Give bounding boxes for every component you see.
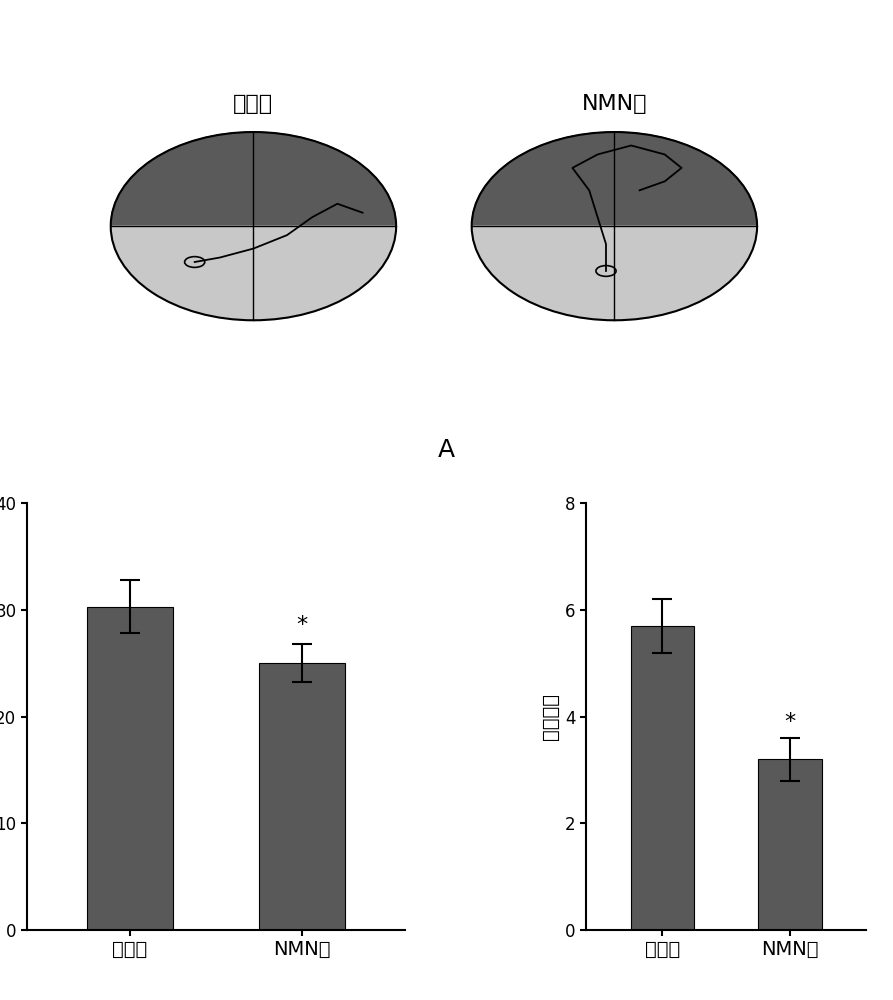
Text: 对照组: 对照组 <box>233 94 273 114</box>
Text: A: A <box>438 438 455 462</box>
Text: NMN组: NMN组 <box>581 94 647 114</box>
Polygon shape <box>111 226 396 320</box>
Bar <box>630 626 694 930</box>
Polygon shape <box>472 226 757 320</box>
Text: *: * <box>784 712 796 732</box>
Y-axis label: 路径长度: 路径长度 <box>540 693 559 740</box>
Polygon shape <box>472 132 757 226</box>
Polygon shape <box>111 132 396 226</box>
Bar <box>87 607 173 930</box>
Bar <box>259 663 345 930</box>
Text: *: * <box>296 615 307 635</box>
Bar <box>758 759 822 930</box>
